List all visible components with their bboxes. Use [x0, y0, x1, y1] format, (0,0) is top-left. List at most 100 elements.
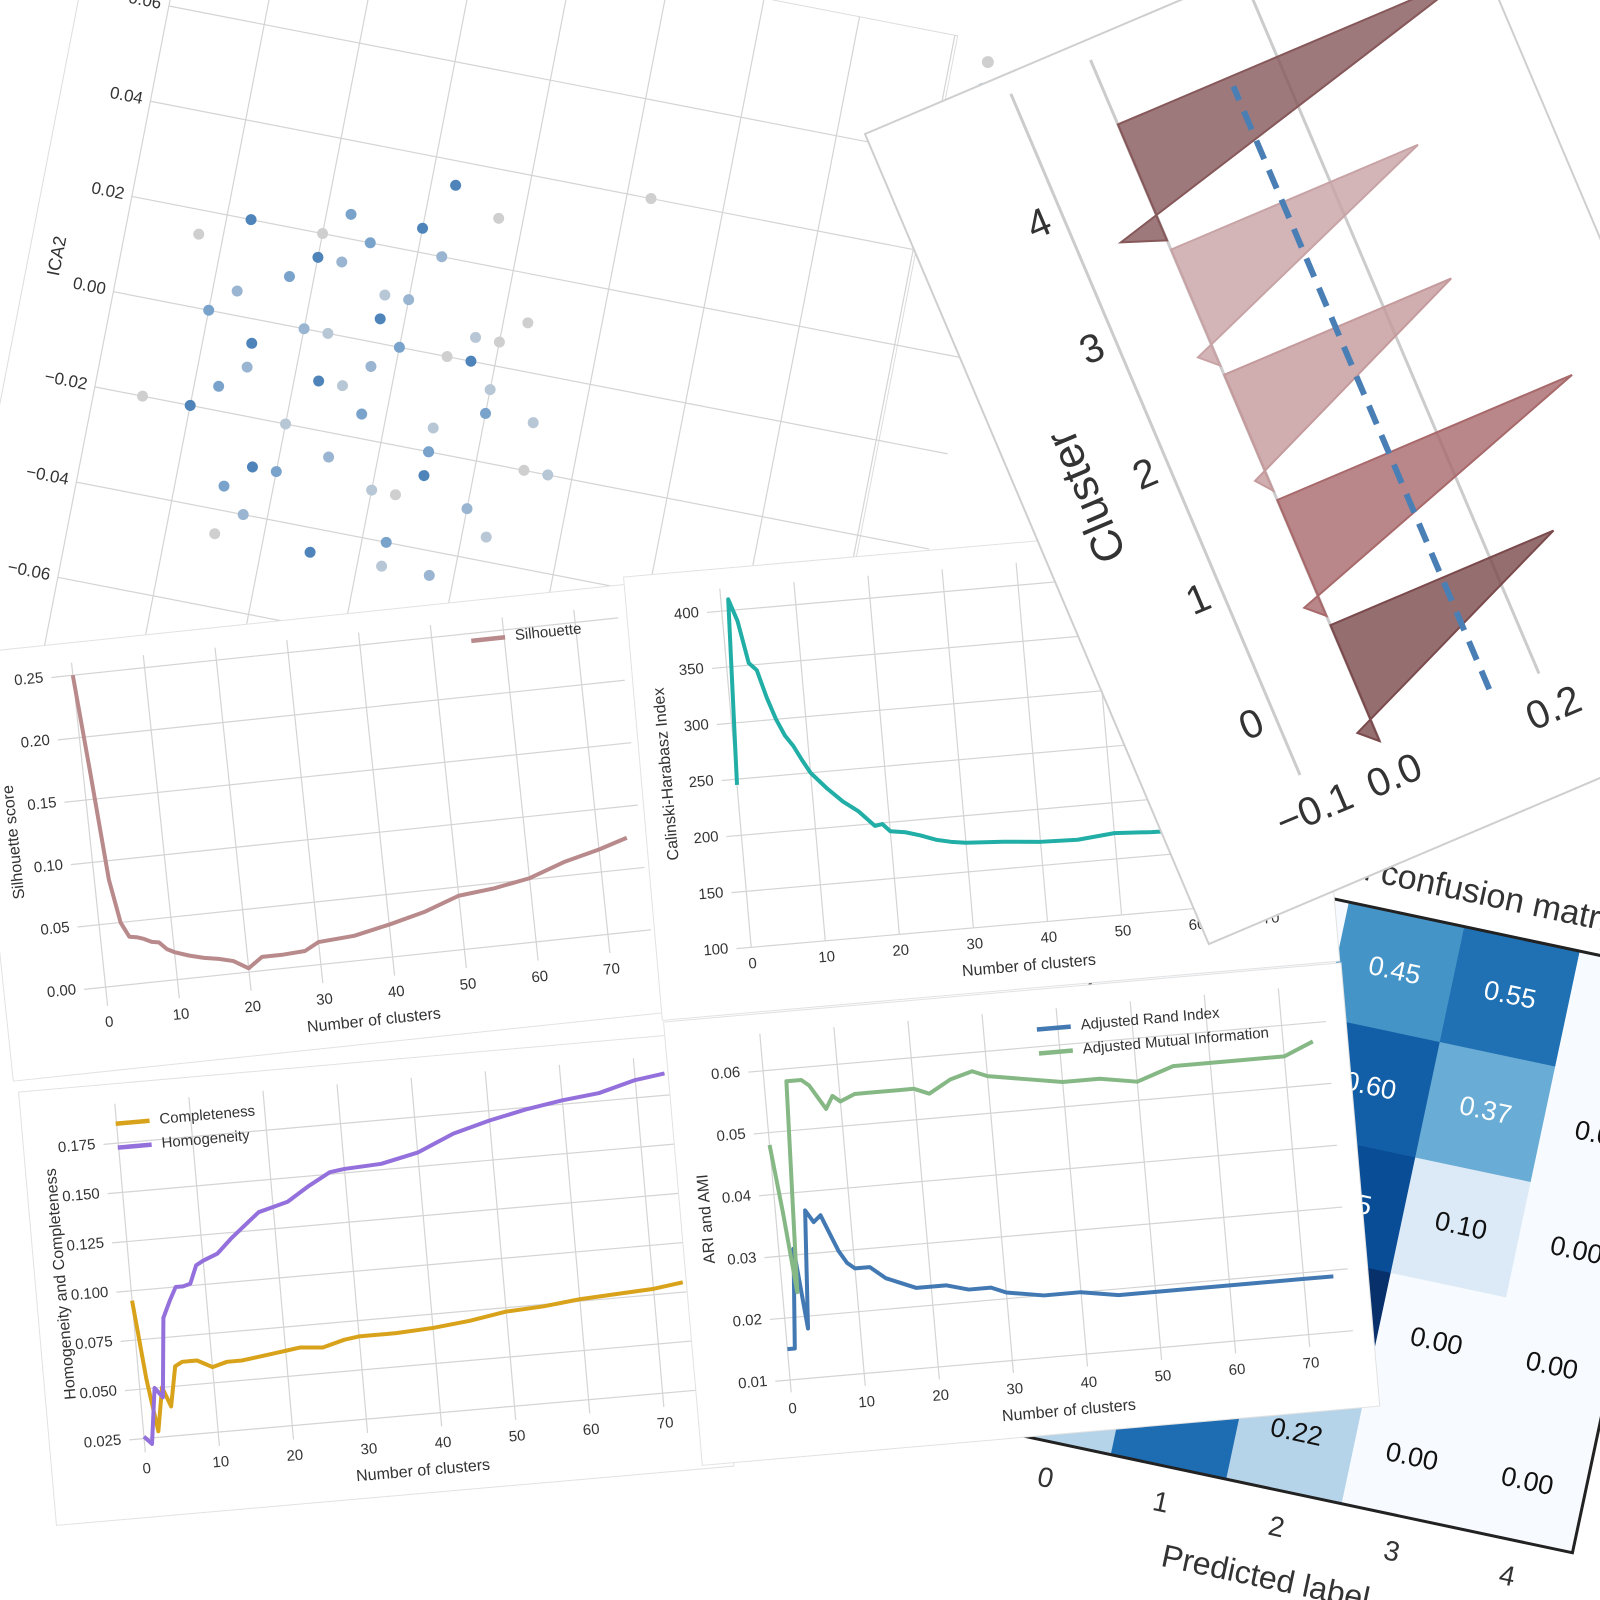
y-tick-label: 0.075 [75, 1333, 114, 1353]
y-tick-label: 0.03 [727, 1249, 758, 1268]
grid-line [1203, 994, 1237, 1354]
scatter-point [366, 484, 378, 496]
y-tick-label: 0.25 [13, 669, 44, 689]
scatter-point [336, 256, 348, 268]
grid-line [632, 1058, 665, 1408]
scatter-point [645, 193, 657, 205]
y-tick-label: 350 [678, 660, 704, 679]
scatter-point [527, 417, 539, 429]
grid-line [43, 0, 193, 649]
y-tick-label: 0.050 [79, 1382, 118, 1402]
x-tick-label: 50 [1154, 1367, 1172, 1385]
x-tick-label: 0 [142, 1460, 152, 1478]
y-tick-label: 0.100 [70, 1284, 109, 1304]
grid-line [410, 1077, 443, 1427]
y-tick-label: 0.06 [710, 1064, 741, 1083]
y-tick-label: 0.125 [66, 1235, 105, 1255]
panel-background [663, 962, 1381, 1466]
matrix-cell [1555, 951, 1600, 1092]
scatter-point [484, 384, 496, 396]
grid-line [142, 655, 180, 999]
scatter-point [356, 408, 368, 420]
y-tick-label: 0.150 [62, 1185, 101, 1205]
grid-line [501, 617, 539, 961]
grid-line [138, 0, 288, 668]
scatter-point [423, 569, 435, 581]
scatter-point [450, 179, 462, 191]
grid-line [833, 1027, 866, 1386]
series-line [726, 597, 1293, 845]
x-tick-label: 30 [1006, 1380, 1024, 1398]
y-tick-label: 0.05 [716, 1126, 747, 1145]
grid-line [84, 929, 652, 990]
x-tick-label: 4 [1496, 1559, 1518, 1593]
x-tick-label: 10 [818, 948, 836, 966]
x-tick-label: 3 [1381, 1534, 1403, 1568]
cluster-silhouette [1329, 529, 1555, 743]
x-tick-label: 20 [244, 998, 262, 1017]
grid-line [764, 1206, 1343, 1259]
scatter-point [246, 461, 258, 473]
scatter-point [137, 390, 149, 402]
grid-line [357, 632, 396, 976]
x-tick-label: 70 [602, 960, 620, 979]
grid-line [77, 866, 645, 928]
x-tick-label: 40 [1080, 1374, 1098, 1392]
scatter-point [542, 469, 554, 481]
x-tick-label: 30 [966, 935, 984, 953]
scatter-point [298, 323, 310, 335]
scatter-point [418, 470, 430, 482]
y-tick-label: 0.04 [721, 1187, 752, 1206]
scatter-point [312, 251, 324, 263]
scatter-point [465, 355, 477, 367]
grid-line [70, 804, 638, 866]
grid-line [759, 1144, 1337, 1197]
y-tick-label: 400 [673, 604, 699, 623]
grid-line [286, 640, 324, 984]
y-tick-label: 0.025 [83, 1432, 122, 1452]
scatter-point [441, 351, 453, 363]
grid-line [775, 1330, 1354, 1382]
series-line [787, 1208, 1334, 1352]
matrix-cell [1341, 1388, 1483, 1529]
x-tick-label: 10 [172, 1005, 190, 1024]
legend-swatch [1038, 1048, 1074, 1056]
y-tick-label: 0.15 [26, 794, 57, 814]
y-tick-label: 250 [688, 772, 714, 791]
grid-line [1277, 988, 1311, 1348]
scatter-point [480, 531, 492, 543]
grid-line [114, 1103, 146, 1453]
grid-line [116, 1240, 695, 1293]
scatter-point [270, 466, 282, 478]
legend-swatch [1036, 1024, 1071, 1032]
scatter-point [480, 407, 492, 419]
series-line [70, 674, 628, 971]
x-tick-label: 60 [1228, 1361, 1246, 1379]
x-tick-label: 0 [1035, 1461, 1057, 1495]
x-tick-label: 30 [315, 990, 333, 1009]
grid-line [51, 617, 619, 679]
x-tick-label: 10 [858, 1393, 876, 1411]
grid-line [107, 1142, 686, 1195]
scatter-point [522, 317, 534, 329]
scatter-point [518, 464, 530, 476]
scatter-point [427, 422, 439, 434]
scatter-point [203, 304, 215, 316]
x-tick-label: 40 [434, 1434, 452, 1452]
cell-label: 0.00 [1597, 999, 1600, 1039]
chart-panel: 0.010.020.030.040.050.060 10 20 30 40 50 60 70N… [663, 962, 1381, 1466]
grid-line [168, 5, 1004, 169]
chart-panel: 0.000.050.100.150.200.250 10 20 30 40 50 60 70N… [0, 582, 681, 1082]
y-tick-label: 0.02 [732, 1311, 763, 1330]
scatter-point [322, 327, 334, 339]
scatter-point [364, 237, 376, 249]
scatter-point [323, 451, 335, 463]
scatter-point [213, 380, 225, 392]
scatter-point [304, 546, 316, 558]
cluster-silhouette [1222, 277, 1452, 494]
grid-line [188, 1097, 220, 1446]
scatter-point [336, 380, 348, 392]
cluster-silhouette [1169, 143, 1419, 368]
grid-line [214, 647, 252, 991]
